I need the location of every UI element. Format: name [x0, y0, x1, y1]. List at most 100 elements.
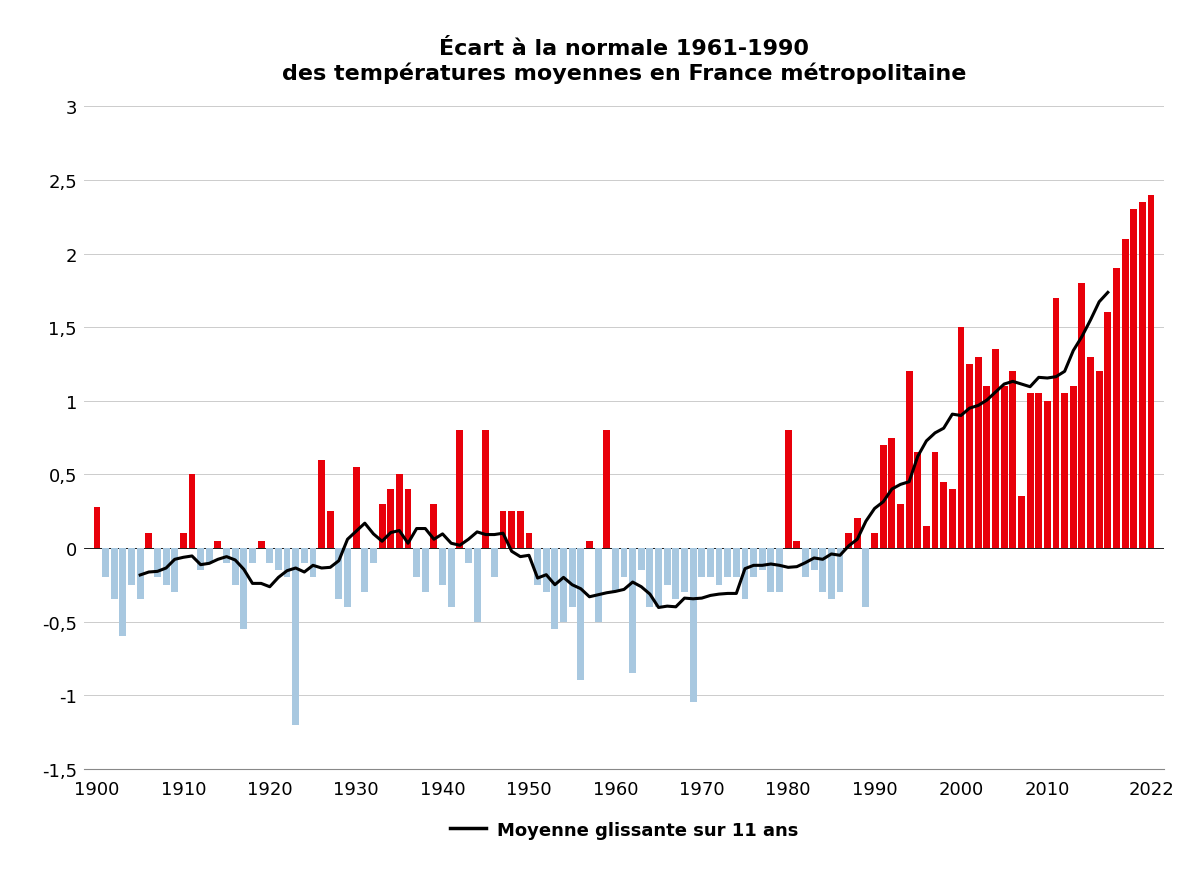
Bar — [1018, 497, 1025, 548]
Bar — [1104, 313, 1111, 548]
Bar — [863, 548, 869, 607]
Bar — [361, 548, 368, 593]
Bar — [811, 548, 817, 570]
Bar — [1114, 269, 1120, 548]
Bar — [569, 548, 576, 607]
Bar — [1061, 394, 1068, 548]
Bar — [301, 548, 307, 563]
Bar — [180, 534, 187, 548]
Bar — [240, 548, 247, 629]
Bar — [1027, 394, 1033, 548]
Bar — [552, 548, 558, 629]
Bar — [370, 548, 377, 563]
Bar — [413, 548, 420, 578]
Bar — [456, 431, 463, 548]
Bar — [785, 431, 792, 548]
Bar — [1044, 401, 1051, 548]
Bar — [137, 548, 144, 600]
Bar — [499, 511, 506, 548]
Bar — [1087, 358, 1094, 548]
Bar — [491, 548, 498, 578]
Bar — [758, 548, 766, 570]
Bar — [318, 460, 325, 548]
Bar — [880, 445, 887, 548]
Bar — [283, 548, 290, 578]
Bar — [1009, 372, 1016, 548]
Bar — [379, 504, 385, 548]
Bar — [1130, 210, 1138, 548]
Bar — [974, 358, 982, 548]
Bar — [542, 548, 550, 593]
Bar — [949, 490, 955, 548]
Bar — [845, 534, 852, 548]
Bar — [595, 548, 601, 622]
Bar — [336, 548, 342, 600]
Bar — [802, 548, 809, 578]
Bar — [1122, 240, 1128, 548]
Bar — [396, 475, 403, 548]
Bar — [620, 548, 628, 578]
Bar — [906, 372, 912, 548]
Bar — [1070, 386, 1076, 548]
Bar — [145, 534, 152, 548]
Bar — [439, 548, 446, 585]
Bar — [1001, 386, 1008, 548]
Bar — [698, 548, 706, 578]
Bar — [854, 519, 860, 548]
Bar — [898, 504, 904, 548]
Bar — [163, 548, 169, 585]
Bar — [197, 548, 204, 570]
Bar — [310, 548, 317, 578]
Bar — [266, 548, 274, 563]
Bar — [1036, 394, 1042, 548]
Bar — [102, 548, 109, 578]
Bar — [1079, 283, 1085, 548]
Bar — [431, 504, 437, 548]
Bar — [984, 386, 990, 548]
Bar — [690, 548, 696, 703]
Bar — [1096, 372, 1103, 548]
Bar — [560, 548, 566, 622]
Bar — [836, 548, 844, 593]
Bar — [250, 548, 256, 563]
Bar — [293, 548, 299, 725]
Bar — [404, 490, 412, 548]
Bar — [612, 548, 619, 593]
Bar — [128, 548, 134, 585]
Bar — [725, 548, 731, 578]
Bar — [914, 452, 922, 548]
Bar — [526, 534, 533, 548]
Bar — [750, 548, 757, 578]
Bar — [604, 431, 610, 548]
Bar — [326, 511, 334, 548]
Bar — [793, 541, 800, 548]
Bar — [871, 534, 878, 548]
Bar — [820, 548, 826, 593]
Legend: Moyenne glissante sur 11 ans: Moyenne glissante sur 11 ans — [443, 814, 805, 846]
Bar — [388, 490, 394, 548]
Bar — [742, 548, 749, 600]
Bar — [647, 548, 653, 607]
Bar — [923, 527, 930, 548]
Bar — [120, 548, 126, 637]
Bar — [275, 548, 282, 570]
Bar — [482, 431, 490, 548]
Bar — [172, 548, 178, 593]
Bar — [707, 548, 714, 578]
Bar — [1147, 196, 1154, 548]
Bar — [534, 548, 541, 585]
Bar — [655, 548, 662, 607]
Bar — [629, 548, 636, 673]
Bar — [672, 548, 679, 600]
Bar — [110, 548, 118, 600]
Bar — [586, 541, 593, 548]
Bar — [517, 511, 523, 548]
Title: Écart à la normale 1961-1990
des températures moyennes en France métropolitaine: Écart à la normale 1961-1990 des tempéra… — [282, 38, 966, 83]
Bar — [992, 350, 998, 548]
Bar — [466, 548, 472, 563]
Bar — [931, 452, 938, 548]
Bar — [353, 468, 360, 548]
Bar — [776, 548, 782, 593]
Bar — [232, 548, 239, 585]
Bar — [509, 511, 515, 548]
